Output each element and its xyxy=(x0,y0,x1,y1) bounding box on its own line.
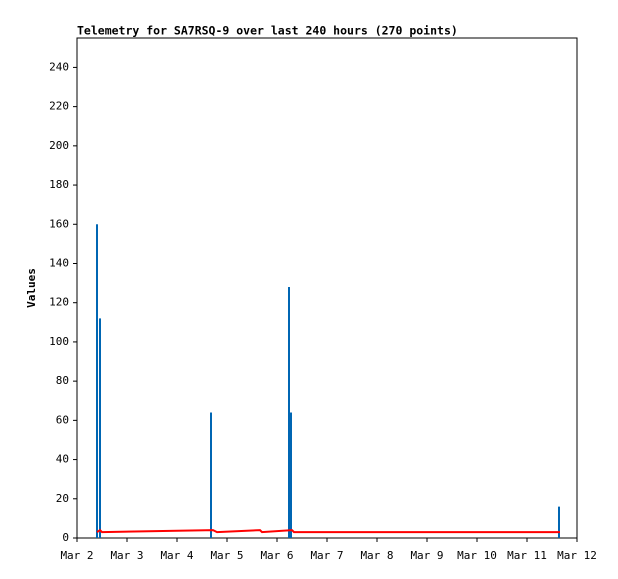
y-tick-label: 180 xyxy=(49,178,69,191)
y-tick-label: 120 xyxy=(49,296,69,309)
y-tick-label: 160 xyxy=(49,217,69,230)
y-tick-label: 0 xyxy=(62,531,69,544)
chart-title: Telemetry for SA7RSQ-9 over last 240 hou… xyxy=(77,24,458,38)
x-tick-label: Mar 9 xyxy=(410,549,443,562)
bar xyxy=(288,287,290,538)
x-tick-label: Mar 12 xyxy=(557,549,597,562)
x-tick-label: Mar 4 xyxy=(160,549,193,562)
bar xyxy=(99,318,101,538)
x-tick-label: Mar 7 xyxy=(310,549,343,562)
y-tick-label: 80 xyxy=(56,374,69,387)
x-tick-label: Mar 5 xyxy=(210,549,243,562)
plot-frame xyxy=(76,37,578,539)
x-tick-label: Mar 10 xyxy=(457,549,497,562)
bar xyxy=(210,412,212,538)
y-tick-label: 60 xyxy=(56,413,69,426)
y-tick-label: 240 xyxy=(49,60,69,73)
y-tick-label: 100 xyxy=(49,335,69,348)
x-tick-label: Mar 2 xyxy=(60,549,93,562)
bar xyxy=(290,412,292,538)
y-tick-label: 20 xyxy=(56,492,69,505)
y-tick-label: 200 xyxy=(49,139,69,152)
y-tick-label: 40 xyxy=(56,453,69,466)
x-tick-label: Mar 11 xyxy=(507,549,547,562)
y-tick-label: 220 xyxy=(49,100,69,113)
y-tick-label: 140 xyxy=(49,256,69,269)
line xyxy=(96,528,560,534)
bar xyxy=(96,224,98,538)
bar xyxy=(558,506,560,538)
x-tick-label: Mar 8 xyxy=(360,549,393,562)
x-tick-label: Mar 3 xyxy=(110,549,143,562)
y-axis-label: Values xyxy=(25,268,38,308)
x-tick-label: Mar 6 xyxy=(260,549,293,562)
